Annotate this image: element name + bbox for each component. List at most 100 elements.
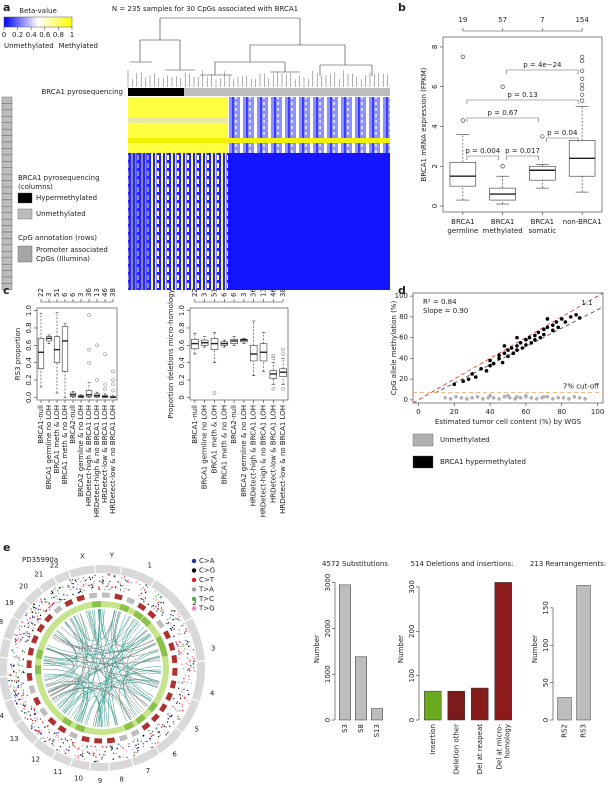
mutation-dot-decoration bbox=[113, 758, 114, 759]
mutation-dot-decoration bbox=[15, 643, 16, 644]
mutation-dot-decoration bbox=[193, 660, 194, 661]
cn-segment bbox=[158, 621, 163, 627]
mutation-dot-decoration bbox=[84, 759, 85, 760]
mutation-dot-decoration bbox=[74, 742, 75, 743]
mutation-dot-decoration bbox=[159, 723, 160, 724]
legend-label: C>A bbox=[199, 557, 215, 565]
mutation-dot-decoration bbox=[46, 609, 47, 610]
mutation-dot-decoration bbox=[60, 746, 61, 747]
row-cell bbox=[2, 238, 12, 244]
mutation-dot-decoration bbox=[23, 694, 24, 695]
bar bbox=[495, 582, 512, 720]
mutation-dot-decoration bbox=[68, 587, 69, 588]
mutation-dot-decoration bbox=[159, 731, 160, 732]
mutation-dot-decoration bbox=[145, 598, 146, 599]
mutation-dot-decoration bbox=[77, 584, 78, 585]
point bbox=[503, 351, 507, 355]
mutation-dot-decoration bbox=[27, 639, 28, 640]
mutation-dot-decoration bbox=[137, 740, 138, 741]
mutation-dot-decoration bbox=[24, 705, 25, 706]
mutation-dot-decoration bbox=[190, 665, 191, 666]
mutation-dot-decoration bbox=[37, 615, 38, 616]
mutation-dot-decoration bbox=[165, 622, 166, 623]
mutation-dot-decoration bbox=[15, 640, 16, 641]
mutation-dot-decoration bbox=[176, 644, 177, 645]
loh-segment bbox=[120, 607, 128, 610]
colorbar bbox=[4, 17, 72, 27]
mutation-dot-decoration bbox=[31, 728, 32, 729]
mutation-dot-decoration bbox=[83, 577, 84, 578]
mutation-dot-decoration bbox=[23, 690, 24, 691]
mutation-dot-decoration bbox=[184, 698, 185, 699]
x-tick-label: 20 bbox=[450, 408, 459, 416]
mutation-dot-decoration bbox=[13, 656, 14, 657]
row-cell bbox=[2, 187, 12, 193]
cn-segment bbox=[168, 693, 171, 700]
mutation-dot-decoration bbox=[162, 724, 163, 725]
mutation-dot-decoration bbox=[184, 648, 185, 649]
point bbox=[443, 396, 447, 400]
mutation-dot-decoration bbox=[169, 715, 170, 716]
count-label: 6 bbox=[230, 292, 238, 297]
mutation-dot-decoration bbox=[183, 650, 184, 651]
mutation-dot-decoration bbox=[87, 751, 88, 752]
mutation-dot-decoration bbox=[151, 736, 152, 737]
mutation-dot-decoration bbox=[36, 711, 37, 712]
mutation-dot-decoration bbox=[172, 706, 173, 707]
mutation-dot-decoration bbox=[121, 585, 122, 586]
mutation-dot-decoration bbox=[161, 726, 162, 727]
mutation-dot-decoration bbox=[18, 680, 19, 681]
mutation-dot-decoration bbox=[18, 658, 19, 659]
mutation-dot-decoration bbox=[181, 653, 182, 654]
loh-segment bbox=[92, 604, 101, 605]
mutation-dot-decoration bbox=[48, 729, 49, 730]
mutation-dot-decoration bbox=[119, 756, 120, 757]
count-label: 46 bbox=[269, 288, 277, 297]
mutation-dot-decoration bbox=[138, 743, 139, 744]
row-cell bbox=[2, 110, 12, 116]
mutation-dot-decoration bbox=[185, 640, 186, 641]
mutation-dot-decoration bbox=[41, 599, 42, 600]
legend-title: BRCA1 pyrosequencing bbox=[18, 174, 100, 182]
x-tick-label: BRCA2 germline & no LOH bbox=[77, 405, 85, 497]
mutation-dot-decoration bbox=[158, 594, 159, 595]
mutation-dot-decoration bbox=[178, 653, 179, 654]
mutation-dot-decoration bbox=[155, 743, 156, 744]
bracket bbox=[507, 156, 539, 160]
mutation-dot-decoration bbox=[32, 611, 33, 612]
y-tick-label: 2000 bbox=[324, 619, 332, 637]
mutation-dot-decoration bbox=[169, 617, 170, 618]
legend-label: C>G bbox=[199, 567, 215, 575]
legend-swatch bbox=[413, 456, 433, 468]
loh-segment bbox=[125, 724, 133, 728]
y-tick-label: 2 bbox=[431, 164, 439, 168]
outlier bbox=[580, 77, 584, 81]
mutation-dot-decoration bbox=[41, 730, 42, 731]
count-label: 6 bbox=[220, 292, 228, 297]
panel-label: c bbox=[3, 284, 10, 297]
mutation-dot-decoration bbox=[128, 582, 129, 583]
row-cell bbox=[2, 232, 12, 238]
mutation-dot-decoration bbox=[183, 645, 184, 646]
mutation-dot-decoration bbox=[112, 586, 113, 587]
chromosome-label: 1 bbox=[148, 562, 152, 570]
mutation-dot-decoration bbox=[153, 598, 154, 599]
mutation-dot-decoration bbox=[170, 726, 171, 727]
mutation-dot-decoration bbox=[167, 619, 168, 620]
mutation-dot-decoration bbox=[168, 731, 169, 732]
mutation-dot-decoration bbox=[14, 680, 15, 681]
mutation-dot-decoration bbox=[76, 757, 77, 758]
mutation-dot-decoration bbox=[171, 610, 172, 611]
count-label: 3 bbox=[77, 293, 85, 297]
mutation-dot-decoration bbox=[177, 718, 178, 719]
mutation-dot-decoration bbox=[173, 610, 174, 611]
outlier bbox=[112, 383, 115, 386]
mutation-dot-decoration bbox=[33, 708, 34, 709]
y-axis-label: Number bbox=[531, 635, 539, 663]
mutation-dot-decoration bbox=[52, 605, 53, 606]
mutation-dot-decoration bbox=[56, 732, 57, 733]
mutation-dot-decoration bbox=[70, 739, 71, 740]
mutation-dot-decoration bbox=[161, 615, 162, 616]
chromosome-label: 21 bbox=[34, 570, 43, 578]
mutation-dot-decoration bbox=[128, 746, 129, 747]
